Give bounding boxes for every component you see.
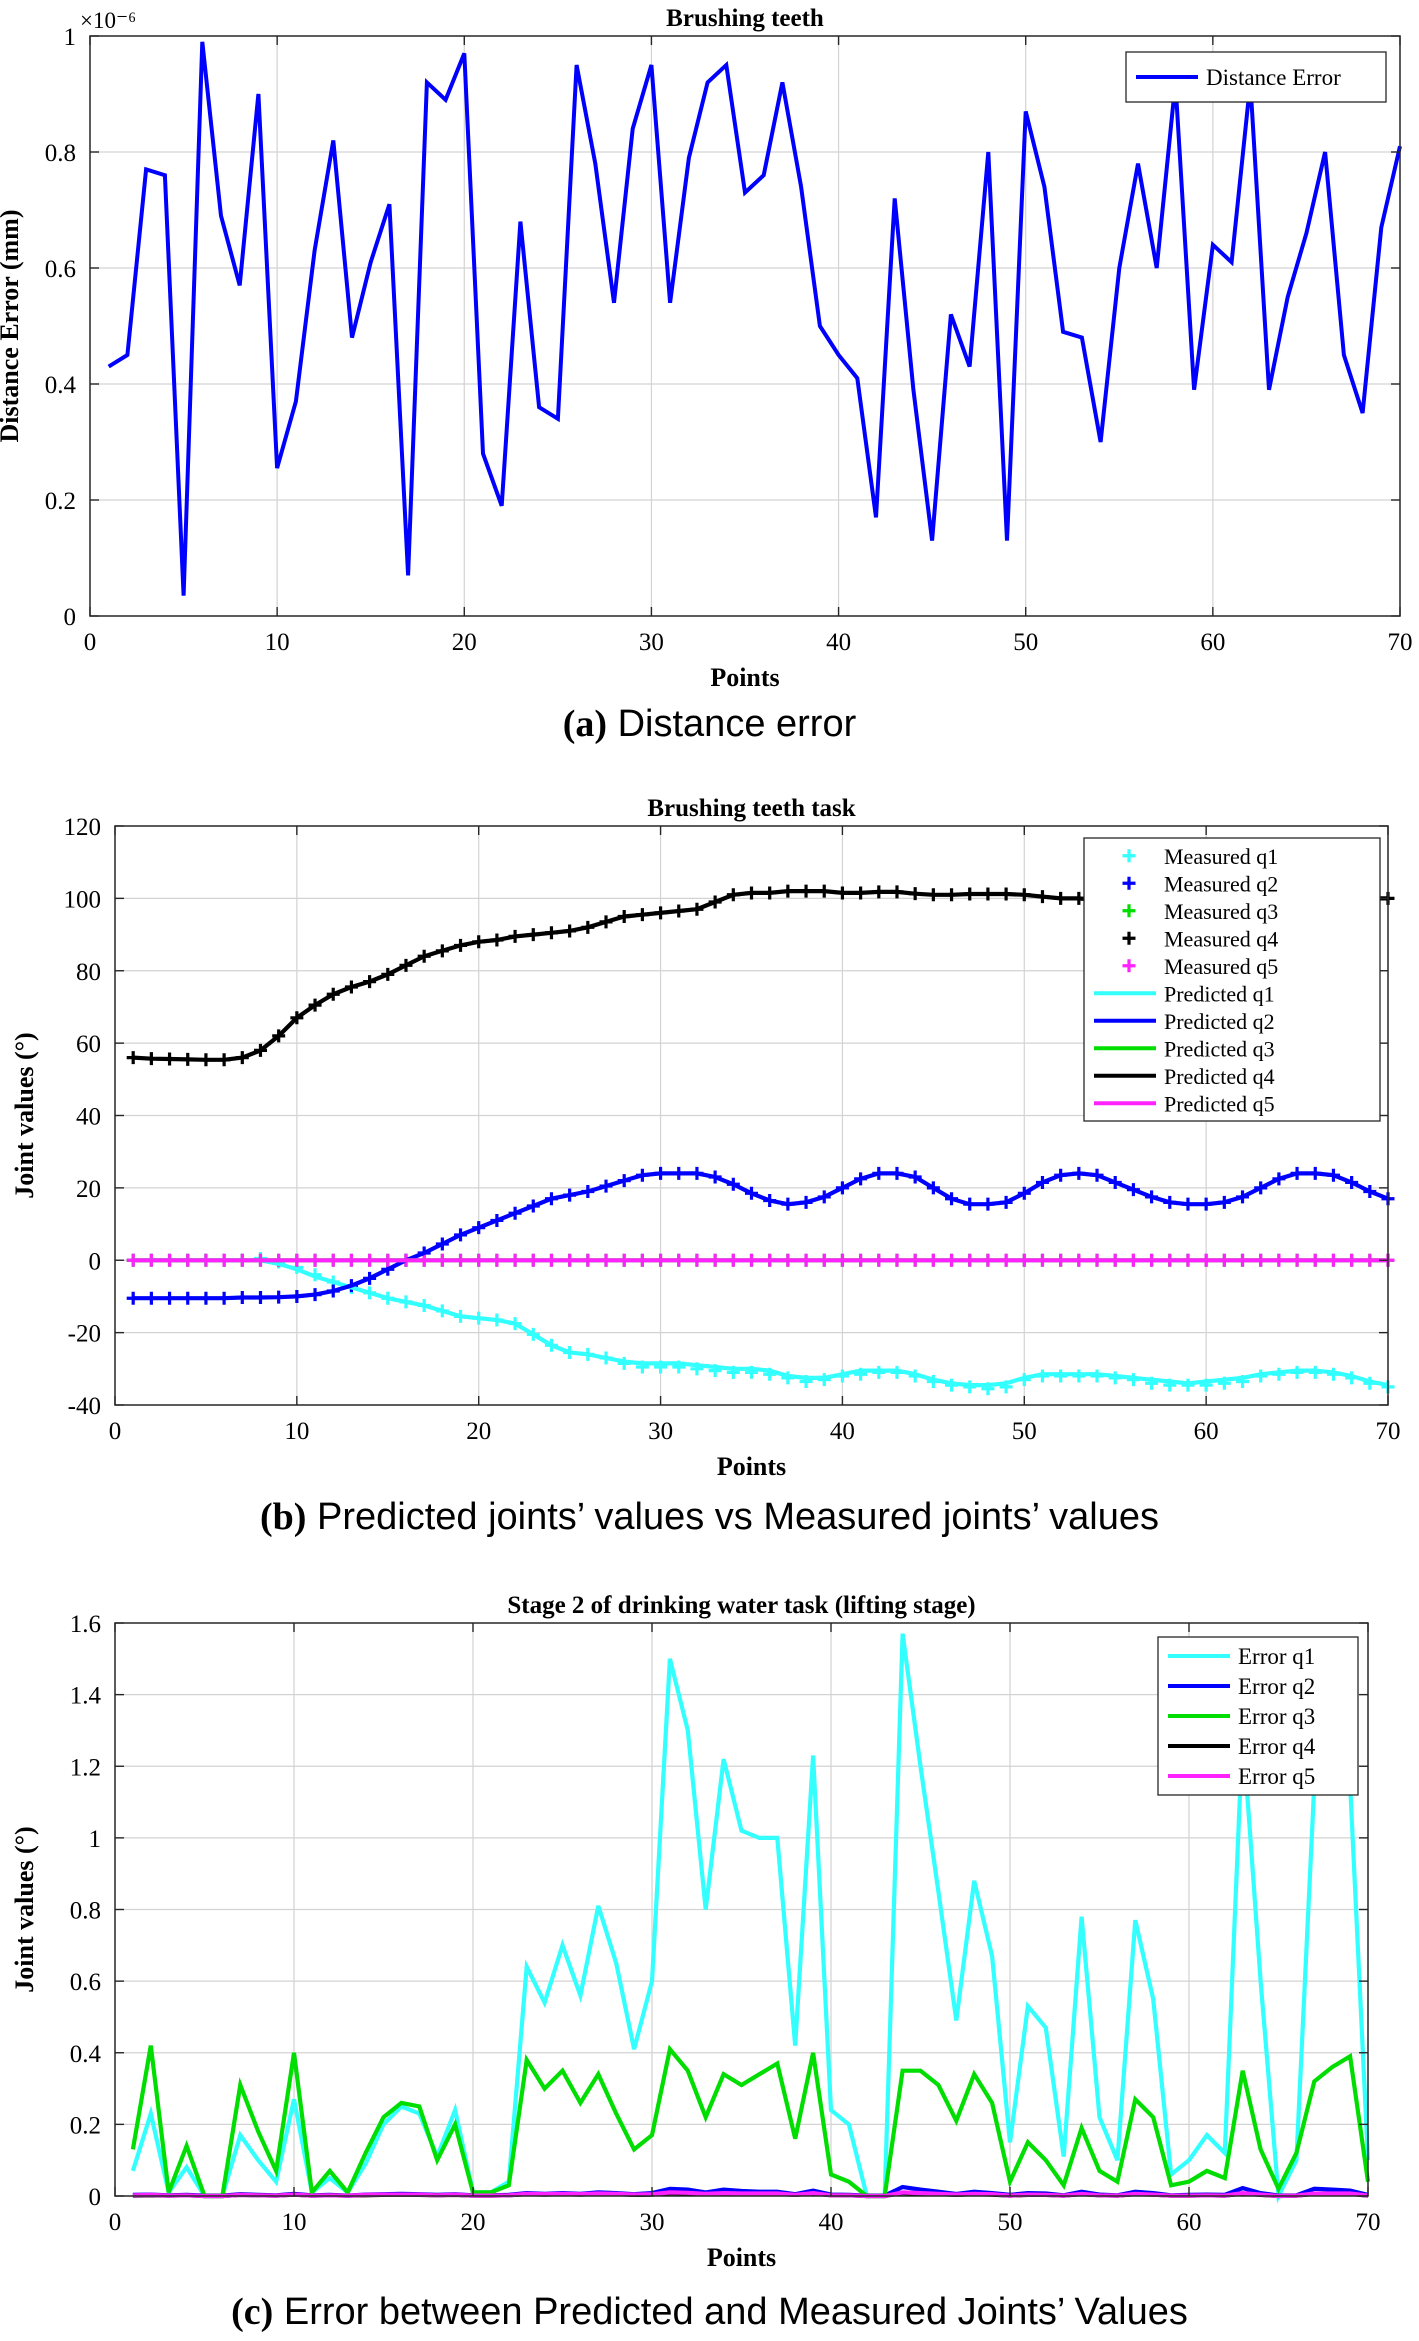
y-tick-label: 120 bbox=[64, 814, 102, 841]
legend-marker bbox=[1122, 931, 1136, 945]
x-tick-label: 60 bbox=[1177, 2209, 1202, 2236]
chart-2: 0 10 20 30 40 50 60 70 -40 -20 0 20 40 60 80 100 120 Brus… bbox=[10, 795, 1401, 1481]
legend-label: Distance Error bbox=[1206, 65, 1341, 90]
x-axis-label: Points bbox=[717, 1452, 786, 1481]
y-axis-label: Joint values (°) bbox=[10, 1032, 39, 1198]
y-tick-label: 40 bbox=[76, 1104, 101, 1131]
series-line-distance-error bbox=[107, 41, 1402, 596]
x-tick-label: 30 bbox=[648, 1418, 673, 1445]
chart-title: Stage 2 of drinking water task (lifting … bbox=[507, 1592, 975, 1619]
legend-label: Measured q4 bbox=[1164, 926, 1278, 951]
y-tick-label: 1.4 bbox=[70, 1683, 102, 1710]
y-tick-label: 80 bbox=[76, 959, 101, 986]
legend-label: Error q5 bbox=[1238, 1764, 1315, 1789]
chart-title: Brushing teeth task bbox=[647, 795, 855, 822]
y-tick-label: 0.8 bbox=[70, 1898, 101, 1925]
legend-label: Predicted q2 bbox=[1164, 1009, 1275, 1034]
legend-marker bbox=[1122, 904, 1136, 918]
series-line-predicted-q1 bbox=[133, 1258, 1389, 1388]
legend-marker bbox=[1122, 849, 1136, 863]
y-tick-label: 0.6 bbox=[70, 1969, 101, 1996]
x-tick-label: 70 bbox=[1376, 1418, 1401, 1445]
x-tick-label: 20 bbox=[466, 1418, 491, 1445]
legend-label: Predicted q4 bbox=[1164, 1064, 1275, 1089]
x-tick-label: 60 bbox=[1194, 1418, 1219, 1445]
x-tick-label: 10 bbox=[282, 2209, 307, 2236]
y-tick-label: 0.2 bbox=[45, 488, 76, 515]
legend-marker bbox=[1122, 876, 1136, 890]
y-tick-label: 1 bbox=[89, 1826, 102, 1853]
y-tick-label: 20 bbox=[76, 1176, 101, 1203]
legend-marker bbox=[1122, 959, 1136, 973]
y-tick-label: 0 bbox=[89, 2184, 102, 2211]
y-tick-label: 0 bbox=[64, 604, 77, 631]
series-line-predicted-q2 bbox=[133, 1171, 1389, 1301]
caption-b: (b) Predicted joints’ values vs Measured… bbox=[259, 1496, 1160, 1538]
legend: Distance Error bbox=[1125, 51, 1387, 103]
x-tick-label: 60 bbox=[1200, 629, 1225, 656]
y-exponent-label: ×10⁻⁶ bbox=[80, 8, 136, 33]
legend-label: Measured q5 bbox=[1164, 954, 1278, 979]
caption-c: (c) Error between Predicted and Measured… bbox=[231, 2291, 1188, 2333]
chart-1: 0 10 20 30 40 50 60 70 0 0.2 0.4 0.6 0.8 1×10⁻⁶ Brushi… bbox=[0, 5, 1413, 692]
legend-label: Predicted q3 bbox=[1164, 1036, 1275, 1061]
y-tick-label: 0.2 bbox=[70, 2112, 101, 2139]
y-tick-label: -20 bbox=[68, 1321, 101, 1348]
y-tick-label: 1.2 bbox=[70, 1754, 101, 1781]
legend-label: Error q1 bbox=[1238, 1644, 1315, 1669]
x-tick-label: 0 bbox=[84, 629, 97, 656]
y-tick-label: 0.6 bbox=[45, 256, 76, 283]
axes-box bbox=[89, 35, 1401, 617]
y-tick-label: 0.4 bbox=[70, 2041, 102, 2068]
x-axis-label: Points bbox=[707, 2243, 776, 2272]
legend-label: Predicted q5 bbox=[1164, 1091, 1275, 1116]
y-tick-label: 0.4 bbox=[45, 372, 77, 399]
x-tick-label: 0 bbox=[109, 2209, 122, 2236]
y-tick-label: 1.6 bbox=[70, 1611, 101, 1638]
legend-label: Measured q2 bbox=[1164, 871, 1278, 896]
legend-label: Error q2 bbox=[1238, 1674, 1315, 1699]
legend-label: Error q4 bbox=[1238, 1734, 1316, 1759]
y-axis-label: Distance Error (mm) bbox=[0, 210, 24, 443]
x-tick-label: 20 bbox=[452, 629, 477, 656]
caption-a: (a) Distance error bbox=[562, 703, 857, 745]
x-tick-label: 40 bbox=[819, 2209, 844, 2236]
series-markers-measured-q1 bbox=[126, 1251, 1395, 1396]
legend-label: Predicted q1 bbox=[1164, 981, 1275, 1006]
x-tick-label: 0 bbox=[109, 1418, 122, 1445]
y-axis-label: Joint values (°) bbox=[10, 1826, 39, 1992]
y-tick-label: -40 bbox=[68, 1393, 101, 1420]
x-tick-label: 10 bbox=[265, 629, 290, 656]
y-tick-label: 0 bbox=[89, 1248, 102, 1275]
legend-label: Measured q3 bbox=[1164, 899, 1278, 924]
x-tick-label: 50 bbox=[1013, 629, 1038, 656]
x-tick-label: 50 bbox=[998, 2209, 1023, 2236]
y-tick-label: 100 bbox=[64, 886, 102, 913]
x-tick-label: 20 bbox=[461, 2209, 486, 2236]
x-tick-label: 40 bbox=[830, 1418, 855, 1445]
x-tick-label: 50 bbox=[1012, 1418, 1037, 1445]
chart-3: 0 10 20 30 40 50 60 70 0 0.2 0.4 0.6 0.8 1 1.2 1.4 1.6 St… bbox=[10, 1592, 1381, 2272]
x-axis-label: Points bbox=[710, 663, 779, 692]
series-line-error-q1 bbox=[130, 1633, 1371, 2204]
x-tick-label: 10 bbox=[284, 1418, 309, 1445]
chart-title: Brushing teeth bbox=[666, 5, 824, 32]
y-tick-label: 0.8 bbox=[45, 140, 76, 167]
y-tick-label: 60 bbox=[76, 1031, 101, 1058]
series-line-error-q3 bbox=[130, 2044, 1371, 2199]
x-tick-label: 70 bbox=[1388, 629, 1413, 656]
x-tick-label: 30 bbox=[640, 2209, 665, 2236]
legend-label: Error q3 bbox=[1238, 1704, 1315, 1729]
y-tick-label: 1 bbox=[64, 24, 77, 51]
legend: Error q1 Error q2 Error q3 Error q4 Error q5 bbox=[1157, 1636, 1359, 1796]
x-tick-label: 40 bbox=[826, 629, 851, 656]
legend-label: Measured q1 bbox=[1164, 844, 1278, 869]
x-tick-label: 30 bbox=[639, 629, 664, 656]
x-tick-label: 70 bbox=[1356, 2209, 1381, 2236]
